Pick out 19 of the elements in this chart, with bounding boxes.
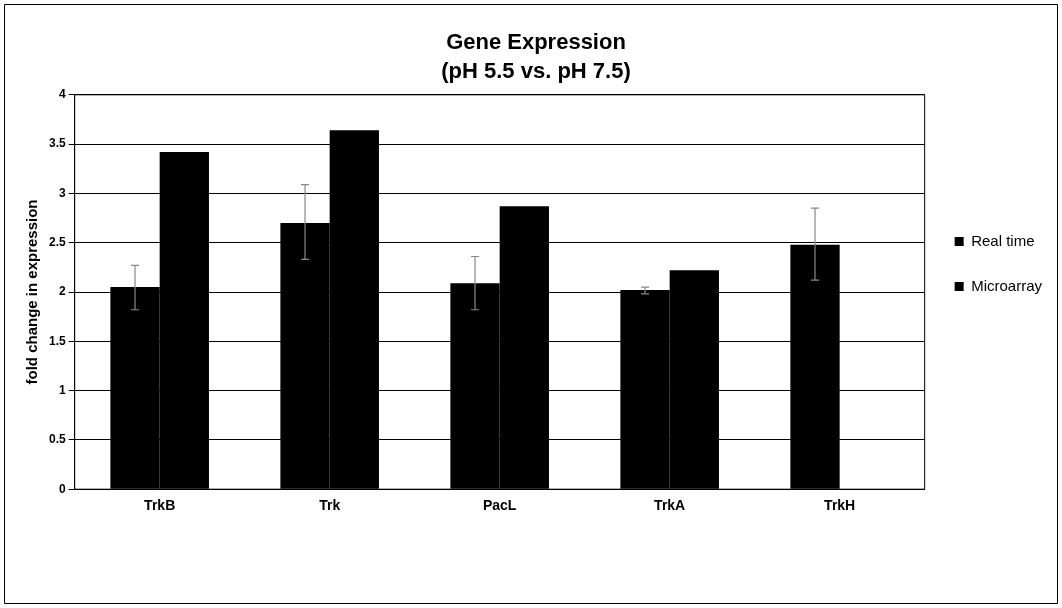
y-tick-label: 2: [58, 284, 66, 299]
x-tick-label: Trk: [319, 497, 341, 514]
y-tick-label: 3: [58, 185, 66, 200]
chart-title: Gene Expression: [446, 29, 626, 55]
y-axis-title: fold change in expression: [23, 199, 41, 385]
y-tick-label: 2.5: [48, 235, 66, 250]
y-tick-label: 0.5: [48, 432, 66, 447]
legend-label: Microarray: [971, 276, 1043, 294]
y-tick-label: 3.5: [48, 136, 66, 151]
x-tick-label: PacL: [482, 497, 517, 514]
x-tick-label: TrkB: [144, 497, 176, 514]
y-tick-label: 1.5: [48, 333, 66, 348]
x-tick-label: TrkH: [824, 497, 856, 514]
y-tick-label: 0: [58, 481, 66, 496]
chart-subtitle: (pH 5.5 vs. pH 7.5): [441, 57, 631, 83]
legend-label: Real time: [971, 231, 1035, 249]
y-tick-label: 1: [58, 382, 66, 397]
x-tick-label: TrkA: [654, 497, 686, 514]
y-tick-label: 4: [58, 87, 66, 102]
